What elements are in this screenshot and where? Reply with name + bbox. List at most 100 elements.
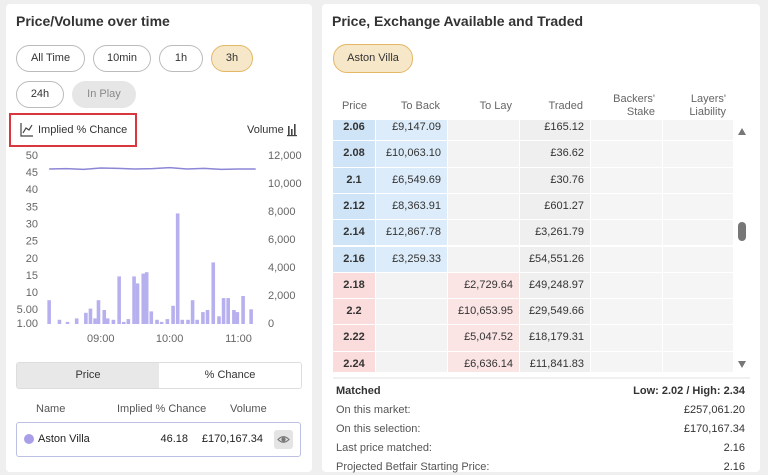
ladder-cell[interactable]: 2.22: [333, 325, 375, 351]
ladder-cell[interactable]: [591, 193, 662, 220]
ladder-cell[interactable]: [663, 325, 733, 351]
volume-bar: [149, 311, 154, 324]
volume-bar: [171, 305, 175, 324]
time-filter[interactable]: In Play: [72, 81, 136, 108]
ladder-cell[interactable]: [591, 220, 662, 246]
ladder-cell[interactable]: 2.14: [333, 220, 375, 246]
volume-bar: [217, 316, 221, 324]
ladder-cell[interactable]: [663, 167, 733, 193]
volume-bar: [126, 319, 131, 324]
ladder-cell[interactable]: £54,551.26: [520, 246, 590, 272]
ladder-cell[interactable]: 2.06: [333, 120, 375, 141]
y-tick-label: 30: [26, 218, 38, 230]
y-tick-label: 1.00: [17, 318, 38, 330]
ladder-cell[interactable]: £3,261.79: [520, 220, 590, 246]
ladder-cell[interactable]: 2.16: [333, 246, 375, 272]
matched-line-value: 2.16: [723, 442, 745, 454]
ladder-cell[interactable]: [591, 120, 662, 141]
ladder-cell[interactable]: 2.24: [333, 351, 375, 372]
ladder-cell[interactable]: [376, 299, 447, 325]
ladder-cell[interactable]: £36.62: [520, 141, 590, 167]
y2-tick-label: 4,000: [268, 262, 296, 274]
volume-bar: [241, 296, 245, 324]
ladder-header: To Back: [400, 99, 440, 112]
panel-title: Price, Exchange Available and Traded: [332, 13, 584, 29]
ladder-cell[interactable]: £8,363.91: [376, 193, 447, 220]
ladder-cell[interactable]: [663, 141, 733, 167]
ladder-cell[interactable]: [448, 193, 519, 220]
table-header: Implied % Chance: [117, 403, 207, 415]
scroll-up[interactable]: [738, 128, 746, 135]
ladder-cell[interactable]: [591, 299, 662, 325]
ladder-cell[interactable]: [663, 272, 733, 299]
ladder-cell[interactable]: [376, 325, 447, 351]
bar-icon: [287, 124, 297, 137]
tab[interactable]: Price: [17, 363, 159, 388]
ladder-cell[interactable]: [448, 120, 519, 141]
ladder-cell[interactable]: [376, 272, 447, 299]
volume-bar: [186, 319, 190, 324]
ladder-cell[interactable]: £11,841.83: [520, 351, 590, 372]
ladder-cell[interactable]: [376, 351, 447, 372]
ladder-cell[interactable]: [591, 325, 662, 351]
ladder-cell[interactable]: [591, 141, 662, 167]
ladder-cell[interactable]: 2.18: [333, 272, 375, 299]
volume-bar: [211, 262, 216, 324]
ladder-cell[interactable]: £10,063.10: [376, 141, 447, 167]
volume-bar: [144, 272, 149, 324]
volume-bar: [96, 300, 101, 324]
ladder-cell[interactable]: [448, 220, 519, 246]
ladder-cell[interactable]: [663, 351, 733, 372]
ladder-cell[interactable]: £601.27: [520, 193, 590, 220]
time-filter[interactable]: 24h: [16, 81, 64, 108]
scroll-thumb[interactable]: [738, 222, 746, 241]
selection-pill[interactable]: Aston Villa: [333, 44, 413, 73]
ladder-cell[interactable]: 2.12: [333, 193, 375, 220]
ladder-cell[interactable]: £18,179.31: [520, 325, 590, 351]
ladder-cell[interactable]: [663, 246, 733, 272]
volume-bar: [47, 300, 51, 324]
ladder-cell[interactable]: £12,867.78: [376, 220, 447, 246]
ladder-cell[interactable]: [591, 246, 662, 272]
ladder-cell[interactable]: £5,047.52: [448, 325, 519, 351]
ladder-cell[interactable]: £9,147.09: [376, 120, 447, 141]
ladder-cell[interactable]: [591, 351, 662, 372]
ladder-cell[interactable]: £30.76: [520, 167, 590, 193]
eye-icon: [277, 436, 290, 443]
ladder-cell[interactable]: £3,259.33: [376, 246, 447, 272]
selection-dot: [24, 434, 34, 444]
ladder-cell[interactable]: 2.2: [333, 299, 375, 325]
chart-toggle[interactable]: Implied % Chance: [38, 124, 128, 136]
time-filter[interactable]: 1h: [159, 45, 203, 72]
time-filter[interactable]: 10min: [93, 45, 151, 72]
time-filter[interactable]: 3h: [211, 45, 253, 72]
ladder-cell[interactable]: £10,653.95: [448, 299, 519, 325]
tab[interactable]: % Chance: [159, 363, 301, 388]
ladder-cell[interactable]: [591, 272, 662, 299]
ladder-cell[interactable]: £165.12: [520, 120, 590, 141]
ladder-cell[interactable]: [663, 220, 733, 246]
ladder-cell[interactable]: £6,549.69: [376, 167, 447, 193]
matched-line-label: Last price matched:: [336, 442, 432, 454]
ladder-cell[interactable]: £6,636.14: [448, 351, 519, 372]
volume-toggle[interactable]: Volume: [247, 124, 284, 136]
x-tick-label: 10:00: [156, 333, 184, 345]
ladder-cell[interactable]: 2.08: [333, 141, 375, 167]
ladder-cell[interactable]: [663, 193, 733, 220]
ladder-cell[interactable]: [448, 246, 519, 272]
ladder-cell[interactable]: £29,549.66: [520, 299, 590, 325]
ladder-cell[interactable]: £2,729.64: [448, 272, 519, 299]
volume-bar: [221, 298, 226, 324]
ladder-cell[interactable]: [663, 120, 733, 141]
ladder-cell[interactable]: [591, 167, 662, 193]
time-filter[interactable]: All Time: [16, 45, 85, 72]
ladder-cell[interactable]: [663, 299, 733, 325]
ladder-cell[interactable]: [448, 141, 519, 167]
ladder-cell[interactable]: [448, 167, 519, 193]
ladder-cell[interactable]: £49,248.97: [520, 272, 590, 299]
scroll-down[interactable]: [738, 361, 746, 368]
volume-bar: [226, 298, 230, 324]
ladder-cell[interactable]: 2.1: [333, 167, 375, 193]
